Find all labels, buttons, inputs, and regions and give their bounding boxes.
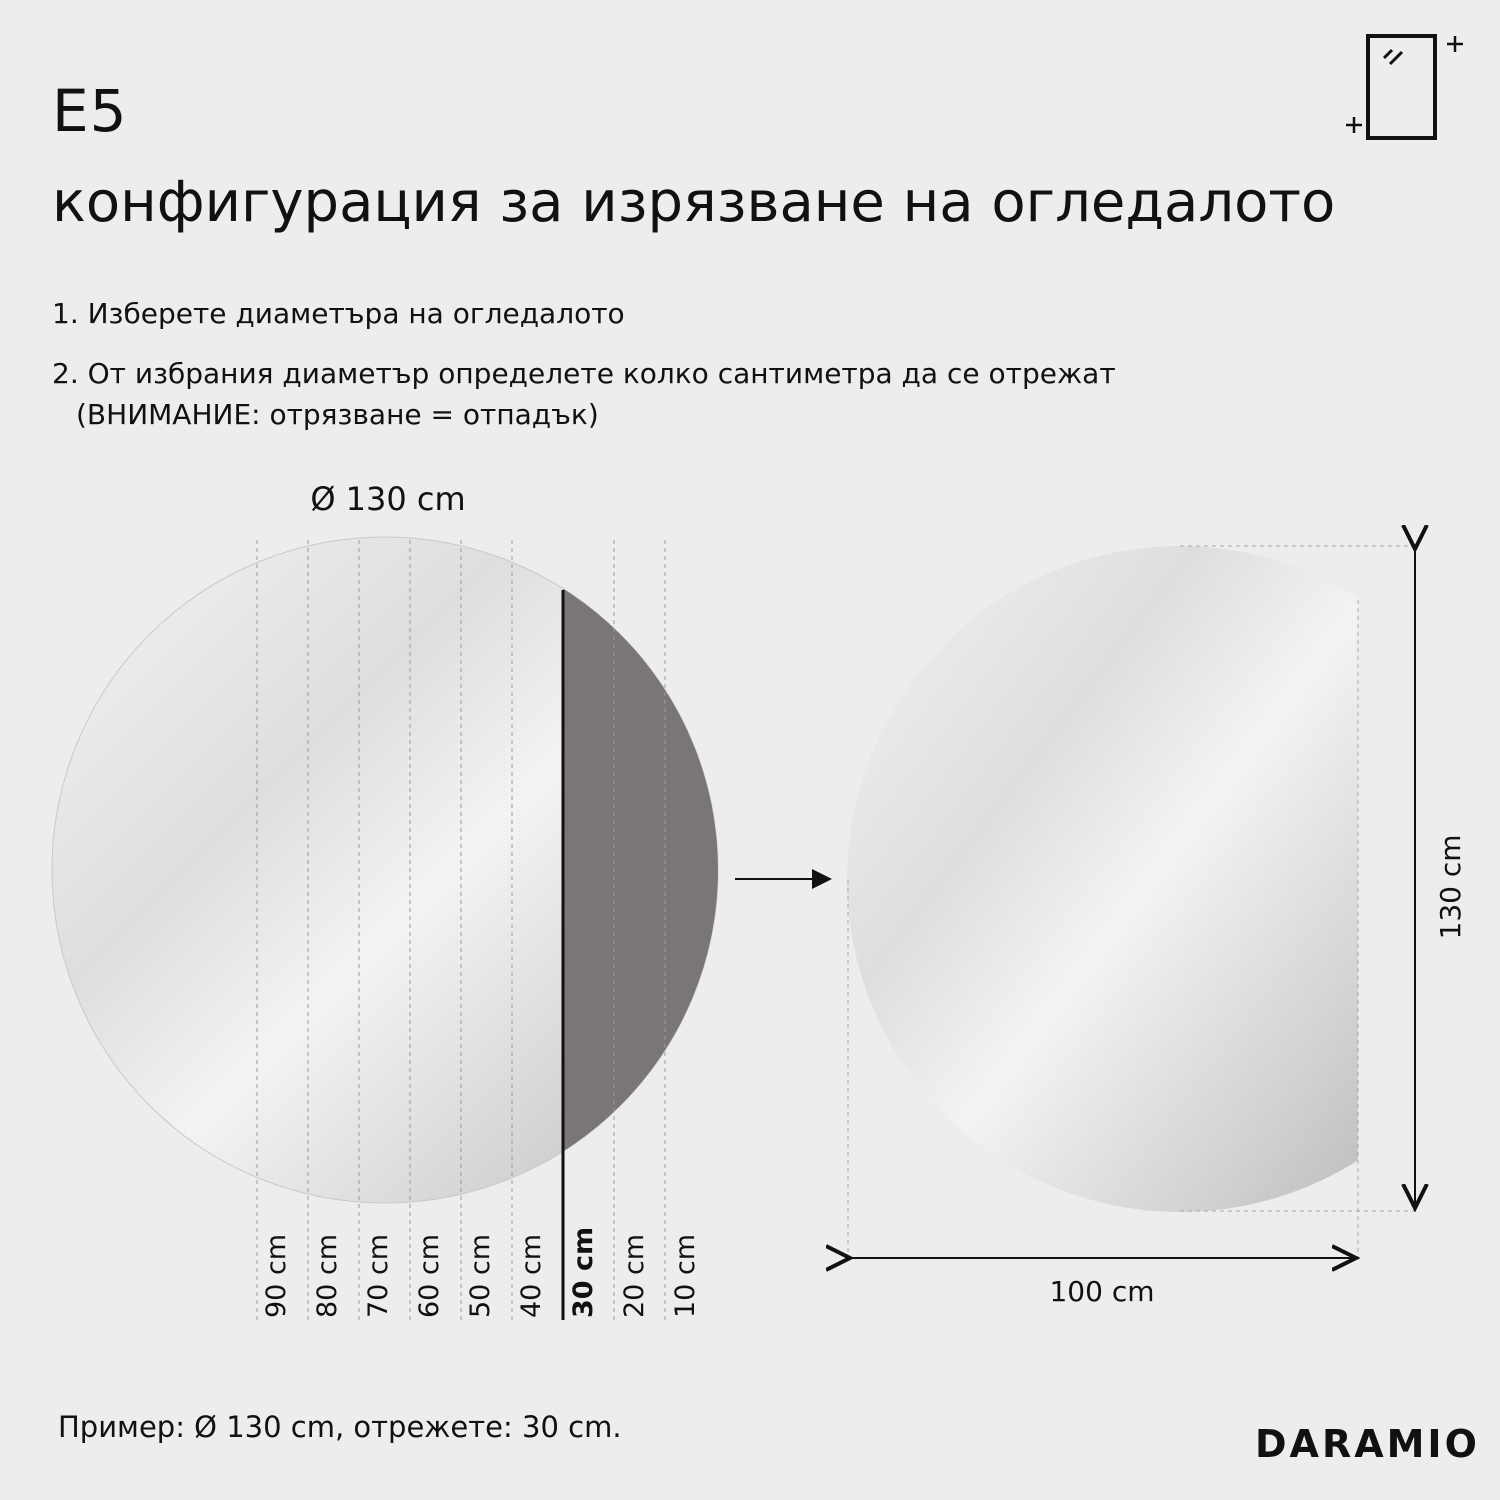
cut-guides xyxy=(256,540,666,1320)
example-note: Пример: Ø 130 cm, отрежете: 30 cm. xyxy=(58,1410,622,1444)
page-title: конфигурация за изрязване на огледалото xyxy=(52,170,1336,235)
step-1: 1. Изберете диаметъра на огледалото xyxy=(52,297,625,330)
cut-off-area xyxy=(563,537,718,1203)
cut-label-60: 60 cm xyxy=(414,1234,445,1318)
result-guides xyxy=(847,545,1420,1262)
result-height-label: 130 cm xyxy=(1434,834,1467,939)
cut-label-30: 30 cm xyxy=(568,1227,599,1318)
result-mirror xyxy=(847,546,1358,1212)
cut-label-80: 80 cm xyxy=(312,1234,343,1318)
result-width-label: 100 cm xyxy=(1049,1275,1154,1308)
cut-label-90: 90 cm xyxy=(261,1234,292,1318)
step-2-warning: (ВНИМАНИЕ: отрязване = отпадък) xyxy=(76,398,599,431)
step-2: 2. От избрания диаметър определете колко… xyxy=(52,357,1116,390)
diameter-label: Ø 130 cm xyxy=(310,480,465,518)
brand-logo: DARAMIO xyxy=(1255,1422,1480,1466)
mirror-icon xyxy=(1346,34,1463,140)
cut-label-70: 70 cm xyxy=(363,1234,394,1318)
product-code: E5 xyxy=(52,77,128,145)
cut-label-50: 50 cm xyxy=(465,1234,496,1318)
cut-labels: 90 cm 80 cm 70 cm 60 cm 50 cm 40 cm 30 c… xyxy=(261,1227,701,1318)
cut-label-20: 20 cm xyxy=(619,1234,650,1318)
cut-label-10: 10 cm xyxy=(670,1234,701,1318)
cut-label-40: 40 cm xyxy=(516,1234,547,1318)
